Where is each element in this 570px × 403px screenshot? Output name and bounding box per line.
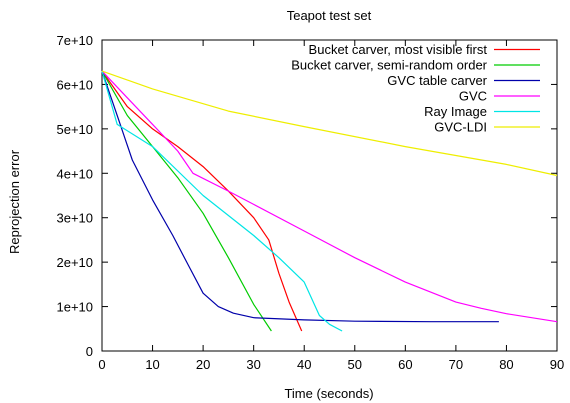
legend-label: Bucket carver, most visible first [309, 42, 488, 57]
y-tick-label: 2e+10 [56, 255, 93, 270]
plot-frame [101, 39, 558, 352]
y-tick-label: 1e+10 [56, 300, 93, 315]
x-tick-label: 20 [196, 357, 210, 372]
chart-title: Teapot test set [287, 8, 372, 23]
x-tick-label: 80 [499, 357, 513, 372]
y-tick-label: 5e+10 [56, 122, 93, 137]
x-tick-label: 30 [246, 357, 260, 372]
x-tick-label: 10 [145, 357, 159, 372]
series-line-6 [101, 70, 558, 177]
legend-label: GVC [459, 89, 487, 104]
y-tick-label: 0 [86, 344, 93, 359]
legend: Bucket carver, most visible firstBucket … [291, 42, 540, 135]
x-tick-label: 70 [449, 357, 463, 372]
y-tick-label: 7e+10 [56, 33, 93, 48]
legend-label: GVC table carver [387, 73, 487, 88]
x-axis-label: Time (seconds) [284, 386, 373, 401]
series-line-3 [101, 70, 499, 323]
x-tick-label: 60 [398, 357, 412, 372]
legend-label: Ray Image [424, 104, 487, 119]
axis-ticks: 0 10 20 30 40 50 60 70 80 90 0 1e+10 2e+10 3e+10 4e+10… [56, 33, 564, 372]
legend-label: GVC-LDI [434, 120, 487, 135]
x-tick-label: 40 [297, 357, 311, 372]
series-lines [101, 70, 558, 332]
y-tick-label: 3e+10 [56, 211, 93, 226]
legend-label: Bucket carver, semi-random order [291, 58, 487, 73]
y-tick-label: 4e+10 [56, 166, 93, 181]
x-tick-label: 50 [348, 357, 362, 372]
y-axis-label: Reprojection error [7, 149, 22, 254]
series-line-4 [101, 70, 558, 323]
y-tick-label: 6e+10 [56, 77, 93, 92]
x-tick-label: 0 [98, 357, 105, 372]
x-tick-label: 90 [550, 357, 564, 372]
series-line-5 [101, 70, 343, 332]
series-line-2 [101, 70, 272, 332]
